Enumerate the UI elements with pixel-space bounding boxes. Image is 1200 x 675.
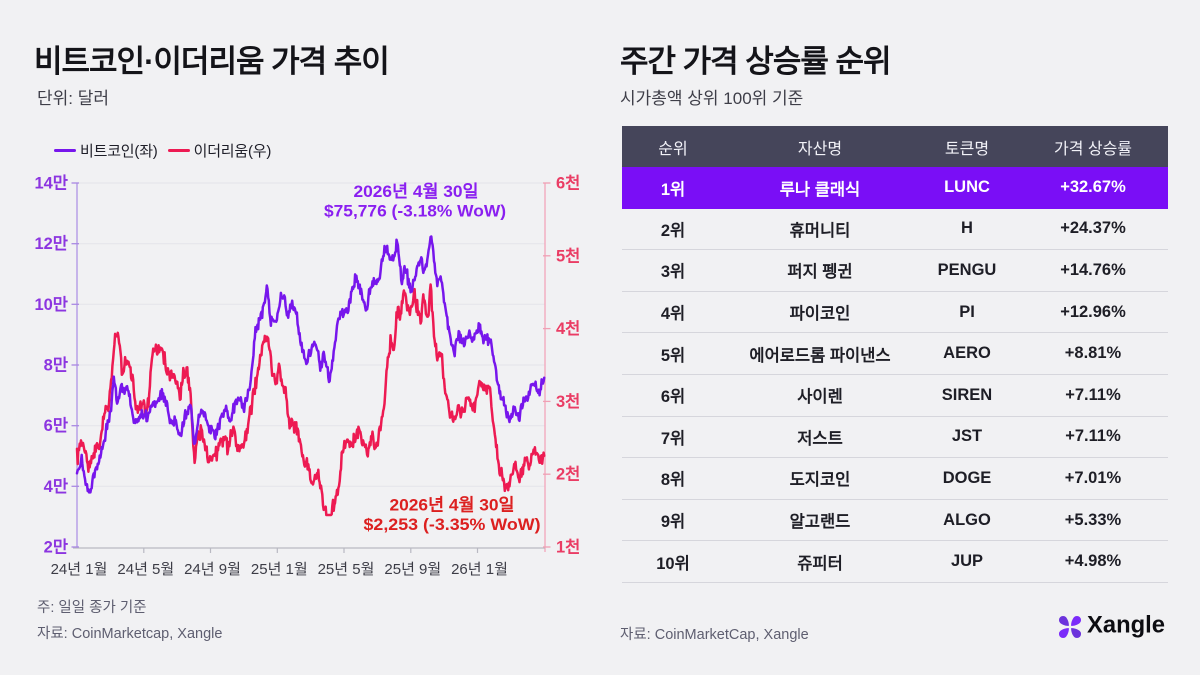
svg-text:25년 9월: 25년 9월 — [384, 561, 441, 578]
svg-text:$2,253 (-3.35% WoW): $2,253 (-3.35% WoW) — [364, 515, 541, 534]
svg-text:Xangle: Xangle — [1087, 612, 1165, 639]
svg-text:3천: 3천 — [556, 392, 580, 411]
svg-text:24년 5월: 24년 5월 — [117, 561, 174, 578]
svg-text:2천: 2천 — [556, 465, 580, 484]
svg-text:24년 1월: 24년 1월 — [51, 561, 108, 578]
svg-text:10만: 10만 — [34, 295, 68, 314]
svg-text:6천: 6천 — [556, 174, 580, 193]
svg-text:25년 5월: 25년 5월 — [318, 561, 375, 578]
svg-text:2026년 4월 30일: 2026년 4월 30일 — [390, 496, 515, 515]
svg-text:$75,776 (-3.18% WoW): $75,776 (-3.18% WoW) — [324, 202, 506, 221]
svg-text:5천: 5천 — [556, 246, 580, 265]
svg-text:4천: 4천 — [556, 319, 580, 338]
svg-text:12만: 12만 — [34, 234, 68, 253]
svg-text:24년 9월: 24년 9월 — [184, 561, 241, 578]
svg-text:2만: 2만 — [44, 538, 68, 557]
svg-text:6만: 6만 — [44, 416, 68, 435]
svg-text:8만: 8만 — [44, 356, 68, 375]
svg-text:1천: 1천 — [556, 538, 580, 557]
svg-text:4만: 4만 — [44, 477, 68, 496]
svg-text:25년 1월: 25년 1월 — [251, 561, 308, 578]
svg-text:26년 1월: 26년 1월 — [451, 561, 508, 578]
svg-text:14만: 14만 — [34, 174, 68, 193]
svg-text:2026년 4월 30일: 2026년 4월 30일 — [354, 182, 479, 201]
